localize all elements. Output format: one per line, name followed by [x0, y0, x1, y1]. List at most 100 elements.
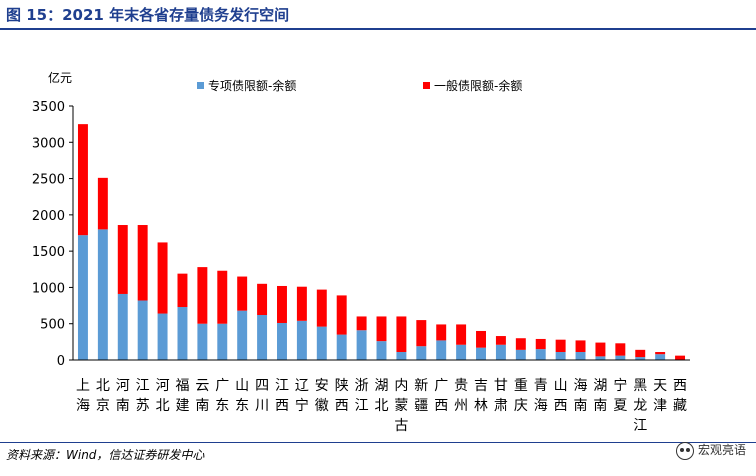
- y-tick-label: 2500: [32, 173, 65, 188]
- bar-segment-series1: [217, 323, 228, 360]
- x-tick-label: 新: [414, 378, 428, 394]
- y-tick-label: 1000: [32, 281, 65, 296]
- bar-segment-series2: [356, 316, 367, 331]
- x-tick-label: 北: [156, 398, 170, 414]
- legend: 专项债限额-余额 一般债限额-余额: [197, 78, 522, 93]
- x-tick-label: 内: [394, 378, 408, 394]
- x-tick-label: 辽: [295, 378, 309, 394]
- x-tick-label: 浙: [355, 378, 369, 394]
- bar-segment-series2: [257, 283, 268, 316]
- bar-segment-series2: [157, 242, 168, 314]
- bar-segment-series2: [476, 330, 486, 348]
- bar-segment-series2: [396, 316, 407, 353]
- x-tick-label: 海: [534, 398, 548, 414]
- bar-segment-series1: [615, 355, 626, 360]
- bar-segment-series1: [456, 344, 467, 360]
- x-tick-label: 山: [554, 378, 568, 394]
- x-tick-label: 山: [235, 378, 249, 394]
- x-tick-label: 天: [653, 378, 667, 394]
- y-axis-label: 亿元: [48, 70, 72, 85]
- x-tick-label: 江: [136, 378, 150, 394]
- x-tick-label: 川: [255, 398, 269, 414]
- x-tick-label: 东: [235, 398, 249, 414]
- stacked-bar-chart: 亿元 专项债限额-余额 一般债限额-余额 0 500 1000 1500 2000 250…: [32, 70, 690, 434]
- bar-segment-series1: [515, 349, 526, 360]
- x-tick-label: 贵: [454, 378, 468, 394]
- x-tick-label: 西: [434, 398, 448, 414]
- bar-segment-series2: [237, 276, 248, 311]
- bar-segment-series1: [197, 323, 208, 360]
- y-tick-label: 2000: [32, 209, 65, 224]
- x-tick-label: 黑: [633, 378, 647, 394]
- bar-segment-series1: [336, 334, 347, 360]
- bar-segment-series1: [436, 340, 447, 360]
- x-tick-label: 河: [116, 378, 130, 394]
- bar-segment-series1: [137, 300, 148, 360]
- bar-segment-series1: [416, 346, 427, 360]
- bar-segment-series2: [97, 177, 108, 230]
- x-tick-label: 南: [195, 398, 209, 414]
- x-tick-label: 西: [673, 378, 687, 394]
- x-tick-label: 重: [514, 378, 528, 394]
- y-tick-label: 1500: [32, 245, 65, 260]
- legend-swatch-series1: [197, 82, 204, 89]
- x-tick-label: 蒙: [394, 398, 408, 414]
- bar-segment-series2: [336, 295, 347, 335]
- bar-segment-series1: [555, 352, 566, 360]
- bar-segment-series1: [316, 326, 327, 360]
- x-tick-label: 疆: [414, 398, 428, 414]
- bar-segment-series2: [515, 338, 526, 350]
- bar-segment-series1: [117, 293, 128, 360]
- bar-segment-series2: [575, 340, 586, 353]
- bar-segment-series2: [316, 289, 327, 327]
- y-tick-label: 3500: [32, 100, 65, 115]
- x-tick-label: 陕: [335, 378, 349, 394]
- bar-segment-series2: [376, 316, 387, 342]
- x-tick-label: 藏: [673, 398, 687, 414]
- bar-segment-series2: [77, 124, 88, 236]
- bar-segment-series1: [575, 352, 586, 360]
- footer-rule: [0, 442, 756, 443]
- x-tick-label: 南: [116, 398, 130, 414]
- y-axis-ticks: 0 500 1000 1500 2000 2500 3000 3500: [32, 100, 73, 369]
- bar-segment-series2: [675, 355, 686, 360]
- bar-segment-series1: [595, 356, 606, 360]
- bar-segment-series1: [277, 322, 287, 360]
- legend-swatch-series2: [423, 82, 430, 89]
- x-tick-label: 州: [454, 398, 468, 414]
- x-tick-label: 肃: [494, 398, 508, 414]
- title-rule: [0, 28, 756, 30]
- x-tick-label: 云: [195, 378, 209, 394]
- x-tick-label: 宁: [613, 377, 627, 394]
- x-tick-label: 福: [175, 378, 189, 394]
- bar-segment-series2: [555, 339, 566, 353]
- bar-segment-series2: [495, 336, 506, 345]
- bar-segment-series1: [396, 352, 407, 360]
- bar-segment-series1: [655, 354, 666, 360]
- bar-segment-series1: [635, 357, 646, 360]
- x-tick-label: 青: [534, 378, 548, 394]
- x-tick-label: 西: [275, 398, 289, 414]
- x-tick-label: 甘: [494, 378, 508, 394]
- x-tick-label: 江: [633, 418, 647, 434]
- x-tick-label: 庆: [514, 398, 528, 414]
- bar-segment-series1: [476, 347, 486, 360]
- bar-segment-series2: [436, 324, 447, 341]
- x-tick-label: 古: [394, 418, 408, 434]
- watermark: 宏观亮语: [675, 441, 746, 460]
- x-tick-label: 江: [275, 378, 289, 394]
- x-tick-label: 龙: [633, 398, 647, 414]
- legend-label-series1: 专项债限额-余额: [208, 78, 296, 93]
- bar-segment-series1: [97, 229, 108, 360]
- x-tick-label: 四: [255, 378, 269, 394]
- x-axis-labels: 上海北京河南江苏河北福建云南广东山东四川江西辽宁安徽陕西浙江湖北内蒙古新疆广西贵…: [76, 377, 687, 434]
- bar-segment-series1: [356, 330, 367, 360]
- x-tick-label: 上: [76, 378, 90, 394]
- x-tick-label: 建: [175, 398, 189, 414]
- y-tick-label: 500: [40, 318, 65, 333]
- bar-segment-series2: [456, 324, 467, 345]
- bar-segment-series2: [296, 286, 307, 321]
- x-tick-label: 湖: [593, 378, 607, 394]
- x-tick-label: 西: [335, 398, 349, 414]
- bar-segment-series1: [535, 349, 546, 360]
